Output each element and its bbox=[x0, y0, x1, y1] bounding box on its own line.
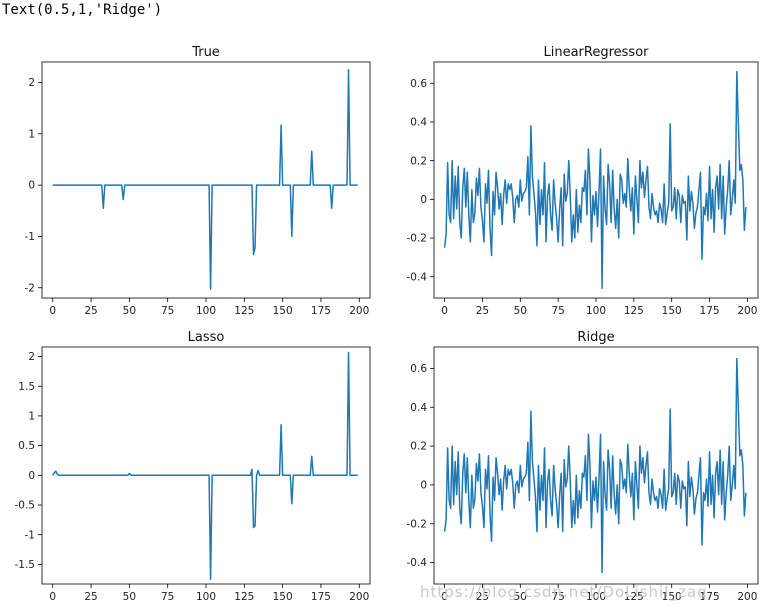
x-tick-label: 150 bbox=[273, 305, 293, 317]
y-tick-label: 0.4 bbox=[410, 402, 427, 414]
x-tick-label: 25 bbox=[476, 305, 489, 317]
y-tick-label: -2 bbox=[25, 282, 35, 294]
x-tick-label: 125 bbox=[234, 591, 254, 603]
x-tick-label: 50 bbox=[123, 591, 136, 603]
y-tick-label: 0.2 bbox=[410, 441, 427, 453]
y-tick-label: 0.4 bbox=[410, 117, 427, 129]
series-line bbox=[443, 70, 747, 290]
x-tick-label: 125 bbox=[624, 305, 644, 317]
x-tick-label: 0 bbox=[441, 591, 448, 603]
panel-lasso: 0 25 50 75 100 125 150 175 200 -1.5 -1 -0.5 0 0.5 1 1.5… bbox=[15, 330, 371, 603]
x-tick-label: 200 bbox=[349, 305, 369, 317]
x-tick-label: 200 bbox=[737, 591, 757, 603]
y-tick-label: -0.2 bbox=[407, 233, 428, 245]
y-tick-label: 2 bbox=[28, 77, 35, 89]
x-tick-label: 150 bbox=[662, 305, 682, 317]
y-tick-label: -0.2 bbox=[407, 518, 428, 530]
y-tick-label: 0 bbox=[420, 480, 427, 492]
y-tick-label: -1 bbox=[25, 231, 35, 243]
x-tick-label: 75 bbox=[161, 305, 174, 317]
y-tick-label: -0.4 bbox=[407, 271, 428, 283]
x-tick-label: 50 bbox=[514, 305, 527, 317]
cell-output-text: Text(0.5,1,'Ridge') bbox=[2, 2, 163, 18]
series-line bbox=[443, 357, 747, 574]
x-tick-label: 50 bbox=[123, 305, 136, 317]
panel-true: 0 25 50 75 100 125 150 175 200 -2 -1 0 1 2 True bbox=[25, 45, 371, 317]
panel-linear-regressor: 0 25 50 75 100 125 150 175 200 -0.4 -0.2 0 0.2 0.4 0.6… bbox=[407, 45, 759, 317]
y-tick-label: 1 bbox=[28, 128, 35, 140]
x-tick-label: 25 bbox=[84, 305, 97, 317]
y-tick-label: 0 bbox=[420, 194, 427, 206]
y-tick-label: 1 bbox=[28, 411, 35, 423]
x-tick-label: 0 bbox=[441, 305, 448, 317]
y-tick-label: -1.5 bbox=[15, 559, 36, 571]
panel-ridge: 0 25 50 75 100 125 150 175 200 -0.4 -0.2 0 0.2 0.4 0.6… bbox=[407, 330, 759, 603]
x-tick-label: 0 bbox=[49, 305, 56, 317]
x-tick-label: 50 bbox=[514, 591, 527, 603]
x-tick-label: 200 bbox=[349, 591, 369, 603]
x-tick-label: 175 bbox=[311, 305, 331, 317]
x-tick-label: 100 bbox=[196, 305, 216, 317]
panel-title: Lasso bbox=[188, 330, 225, 345]
x-tick-label: 125 bbox=[234, 305, 254, 317]
x-tick-label: 25 bbox=[84, 591, 97, 603]
y-tick-label: 1.5 bbox=[18, 381, 35, 393]
y-tick-label: 0 bbox=[28, 180, 35, 192]
watermark: https://blog.csdn.net/DoLishiI_zaq bbox=[420, 583, 708, 601]
x-tick-label: 25 bbox=[476, 591, 489, 603]
x-tick-label: 75 bbox=[161, 591, 174, 603]
y-tick-label: 0.2 bbox=[410, 155, 427, 167]
axes-frame bbox=[41, 61, 371, 299]
x-tick-label: 100 bbox=[196, 591, 216, 603]
y-tick-label: 0.6 bbox=[410, 78, 427, 90]
y-tick-label: -0.4 bbox=[407, 557, 428, 569]
y-tick-label: 0.6 bbox=[410, 363, 427, 375]
x-tick-label: 0 bbox=[49, 591, 56, 603]
axes-frame bbox=[41, 346, 371, 585]
y-tick-label: -1 bbox=[25, 529, 35, 541]
y-tick-label: -0.5 bbox=[15, 500, 36, 512]
panel-title: LinearRegressor bbox=[543, 45, 649, 60]
panel-title: True bbox=[191, 45, 220, 60]
x-tick-label: 100 bbox=[586, 591, 606, 603]
panel-title: Ridge bbox=[577, 330, 614, 345]
x-tick-label: 175 bbox=[700, 305, 720, 317]
x-tick-label: 175 bbox=[700, 591, 720, 603]
y-tick-label: 0 bbox=[28, 470, 35, 482]
series-line bbox=[52, 68, 358, 291]
y-tick-label: 2 bbox=[28, 351, 35, 363]
x-tick-label: 75 bbox=[551, 305, 564, 317]
series-line bbox=[52, 351, 358, 580]
x-tick-label: 150 bbox=[662, 591, 682, 603]
y-tick-label: 0.5 bbox=[18, 440, 35, 452]
x-tick-label: 150 bbox=[273, 591, 293, 603]
x-tick-label: 75 bbox=[551, 591, 564, 603]
x-tick-label: 100 bbox=[586, 305, 606, 317]
x-tick-label: 125 bbox=[624, 591, 644, 603]
x-tick-label: 175 bbox=[311, 591, 331, 603]
x-tick-label: 200 bbox=[737, 305, 757, 317]
